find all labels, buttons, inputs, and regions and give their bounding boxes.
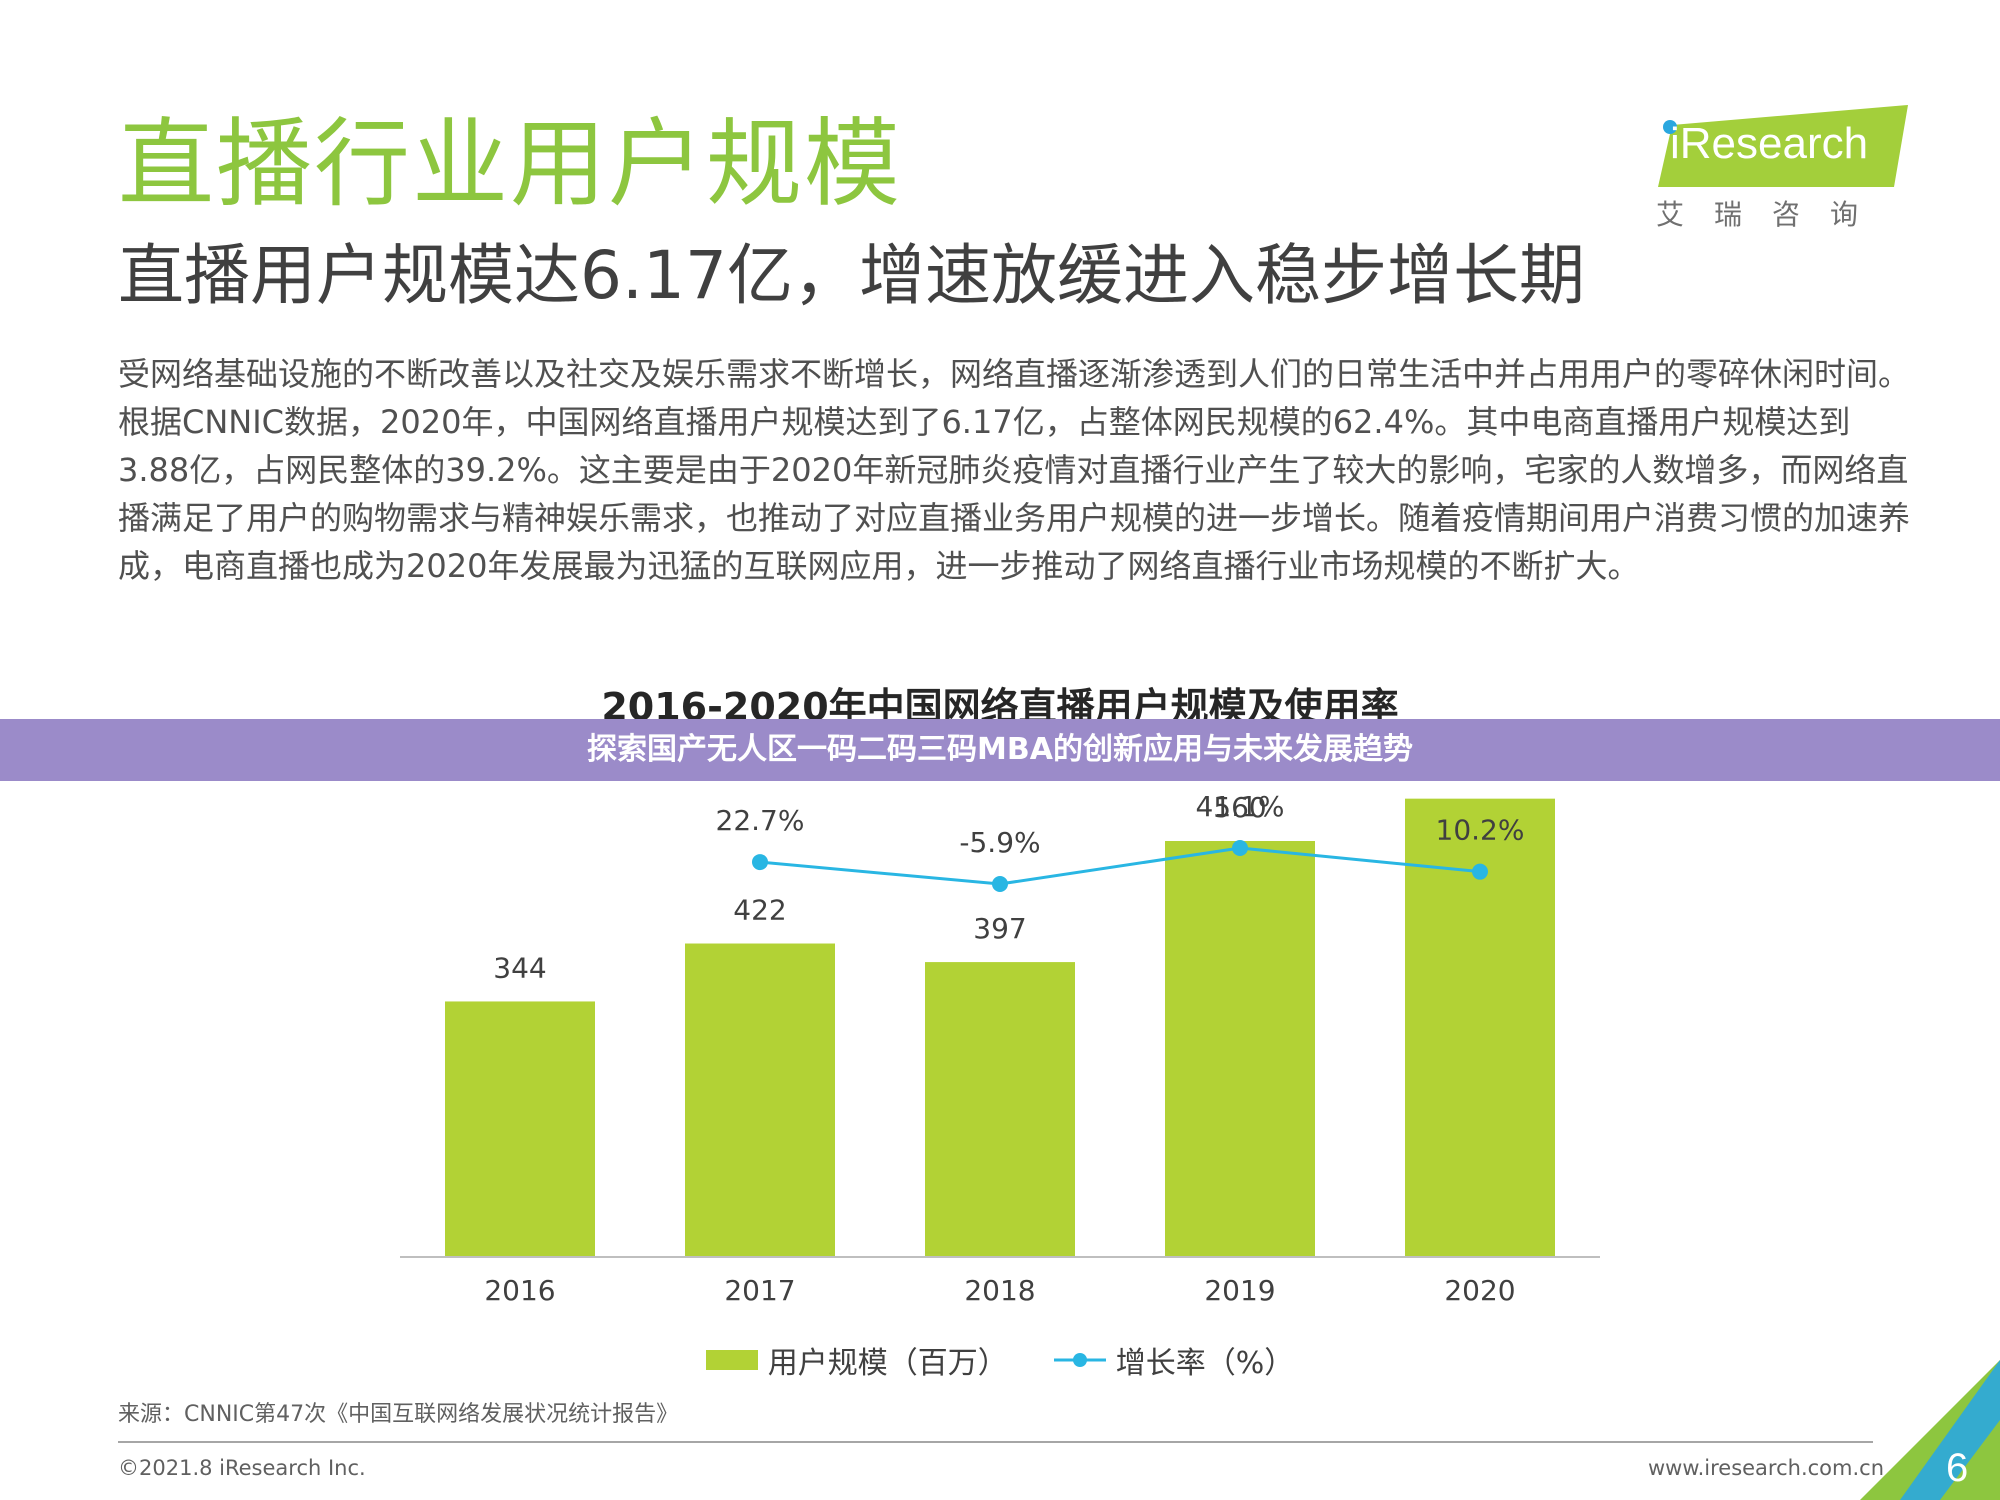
website-link[interactable]: www.iresearch.com.cn	[1648, 1456, 1885, 1480]
growth-line	[759, 846, 1481, 886]
logo-brand-text: iResearch	[1670, 119, 1869, 168]
page-number: 6	[1946, 1446, 1969, 1490]
bar-2017	[685, 943, 835, 1257]
x-axis-labels: 2016 2017 2018 2019 2020	[484, 1274, 1515, 1307]
growth-point-2019	[1232, 840, 1248, 856]
bar-label-2018: 397	[973, 912, 1026, 945]
bar-2018	[925, 962, 1075, 1257]
x-tick-label-2019: 2019	[1204, 1274, 1275, 1307]
legend-line-icon	[1053, 1353, 1106, 1367]
legend-label-users: 用户规模（百万）	[767, 1346, 1008, 1381]
bar-2019	[1165, 841, 1315, 1257]
bar-2016	[445, 1001, 595, 1257]
growth-point-2018	[992, 876, 1008, 892]
legend-bar-swatch	[705, 1350, 758, 1370]
intro-paragraph: 受网络基础设施的不断改善以及社交及娱乐需求不断增长，网络直播逐渐渗透到人们的日常…	[118, 355, 1911, 585]
growth-label-2019: 41.1%	[1196, 790, 1285, 823]
growth-point-2017	[752, 854, 768, 871]
bar-label-2019: 560	[1213, 791, 1266, 824]
copyright-text: ©2021.8 iResearch Inc.	[118, 1456, 366, 1480]
chart-legend: 用户规模（百万） 增长率（%）	[0, 1338, 2000, 1382]
chart-plot-area: 344422397560617 22.7%-5.9%41.1%10.2% 201…	[400, 760, 1600, 1307]
logo-shape	[1658, 105, 1908, 187]
growth-label-2018: -5.9%	[959, 826, 1040, 859]
source-note: 来源：CNNIC第47次《中国互联网络发展状况统计报告》	[118, 1402, 679, 1427]
growth-point-2020	[1472, 863, 1488, 880]
footer-divider	[118, 1441, 1873, 1443]
x-tick-label-2016: 2016	[484, 1274, 555, 1307]
overlay-banner[interactable]: 探索国产无人区一码二码三码MBA的创新应用与未来发展趋势	[0, 719, 2000, 781]
growth-label-2020: 10.2%	[1436, 814, 1525, 847]
growth-label-2017: 22.7%	[716, 804, 805, 837]
x-tick-label-2020: 2020	[1444, 1274, 1515, 1307]
legend-entry-users: 用户规模（百万）	[705, 1338, 1008, 1382]
bar-label-2017: 422	[733, 894, 786, 927]
bar-label-2016: 344	[493, 951, 546, 984]
x-tick-label-2018: 2018	[964, 1274, 1035, 1307]
iresearch-logo: iResearch 艾瑞咨询	[1650, 105, 1910, 235]
growth-line-group: 22.7% -5.9% 41.1% 10.2%	[716, 790, 1525, 892]
legend-entry-growth: 增长率（%）	[1053, 1338, 1295, 1382]
page-title: 直播行业用户规模	[118, 108, 902, 220]
bars-group: 344422397560617	[445, 760, 1555, 1257]
corner-decoration	[1860, 1360, 2000, 1500]
page-subtitle: 直播用户规模达6.17亿，增速放缓进入稳步增长期	[118, 237, 1585, 314]
x-tick-label-2017: 2017	[724, 1274, 795, 1307]
logo-chinese-text: 艾瑞咨询	[1656, 198, 1889, 231]
legend-label-growth: 增长率（%）	[1115, 1346, 1295, 1381]
